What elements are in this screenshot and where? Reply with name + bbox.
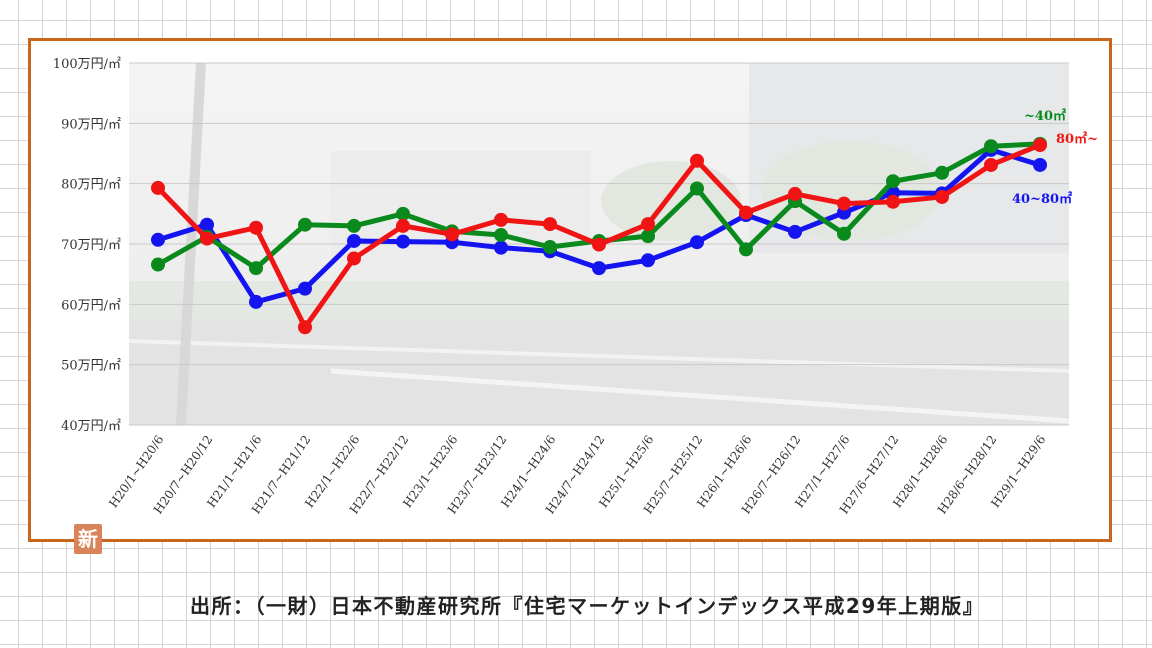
data-point	[984, 157, 998, 172]
data-point	[690, 181, 704, 196]
y-tick-label: 50万円/㎡	[61, 359, 121, 374]
source-note: 出所：（一財）日本不動産研究所『住宅マーケットインデックス平成29年上期版』	[190, 594, 985, 618]
y-tick-label: 60万円/㎡	[61, 298, 121, 313]
y-axis: 100万円/㎡ 90万円/㎡ 80万円/㎡ 70万円/㎡ 60万円/㎡ 50万円/㎡ 40万…	[53, 57, 121, 434]
data-point	[984, 139, 998, 154]
data-point	[151, 180, 165, 195]
legend-label: ~40㎡	[1024, 108, 1066, 124]
data-point	[347, 233, 361, 248]
series-2	[151, 138, 1047, 335]
data-point	[1033, 157, 1047, 172]
y-tick-label: 70万円/㎡	[61, 238, 121, 253]
data-point	[837, 196, 851, 211]
data-point	[641, 253, 655, 268]
data-point	[200, 217, 214, 232]
data-point	[298, 320, 312, 335]
data-point	[445, 227, 459, 242]
data-point	[935, 189, 949, 204]
legend-label: 80㎡~	[1056, 131, 1098, 147]
y-tick-label: 100万円/㎡	[53, 57, 121, 72]
data-point	[249, 261, 263, 276]
y-tick-label: 90万円/㎡	[61, 117, 121, 132]
data-point	[249, 294, 263, 309]
data-point	[347, 218, 361, 233]
data-point	[641, 229, 655, 244]
data-point	[690, 235, 704, 250]
data-point	[396, 218, 410, 233]
data-point	[592, 237, 606, 252]
data-point	[298, 281, 312, 296]
data-point	[347, 251, 361, 266]
y-tick-label: 80万円/㎡	[61, 178, 121, 193]
data-point	[396, 234, 410, 249]
series-layer	[151, 136, 1047, 335]
x-axis: H20/1~H20/6H20/7~H20/12H21/1~H21/6H21/7~…	[106, 433, 1048, 517]
data-point	[788, 224, 802, 239]
data-point	[935, 165, 949, 180]
data-point	[739, 205, 753, 220]
data-point	[151, 257, 165, 272]
price-line-chart: 100万円/㎡ 90万円/㎡ 80万円/㎡ 70万円/㎡ 60万円/㎡ 50万円/㎡ 40万…	[53, 57, 1098, 517]
data-point	[690, 153, 704, 168]
data-point	[151, 232, 165, 247]
data-point	[494, 240, 508, 255]
y-tick-label: 40万円/㎡	[61, 419, 121, 434]
x-tick-label: H29/1~H29/6	[988, 433, 1048, 511]
data-point	[788, 186, 802, 201]
data-point	[396, 206, 410, 221]
data-point	[641, 217, 655, 232]
data-point	[837, 226, 851, 241]
data-point	[739, 242, 753, 257]
data-point	[249, 220, 263, 235]
data-point	[494, 212, 508, 227]
logo-stamp: 新	[74, 524, 102, 554]
data-point	[494, 227, 508, 242]
data-point	[543, 217, 557, 232]
data-point	[200, 231, 214, 246]
data-point	[886, 194, 900, 209]
chart-frame: 100万円/㎡ 90万円/㎡ 80万円/㎡ 70万円/㎡ 60万円/㎡ 50万円/㎡ 40万…	[28, 38, 1112, 554]
legend-labels: 40~80㎡ ~40㎡ 80㎡~	[1012, 108, 1098, 207]
data-point	[592, 261, 606, 276]
data-point	[298, 217, 312, 232]
data-point	[886, 174, 900, 189]
data-point	[1033, 138, 1047, 153]
data-point	[543, 240, 557, 255]
legend-label: 40~80㎡	[1012, 191, 1072, 207]
